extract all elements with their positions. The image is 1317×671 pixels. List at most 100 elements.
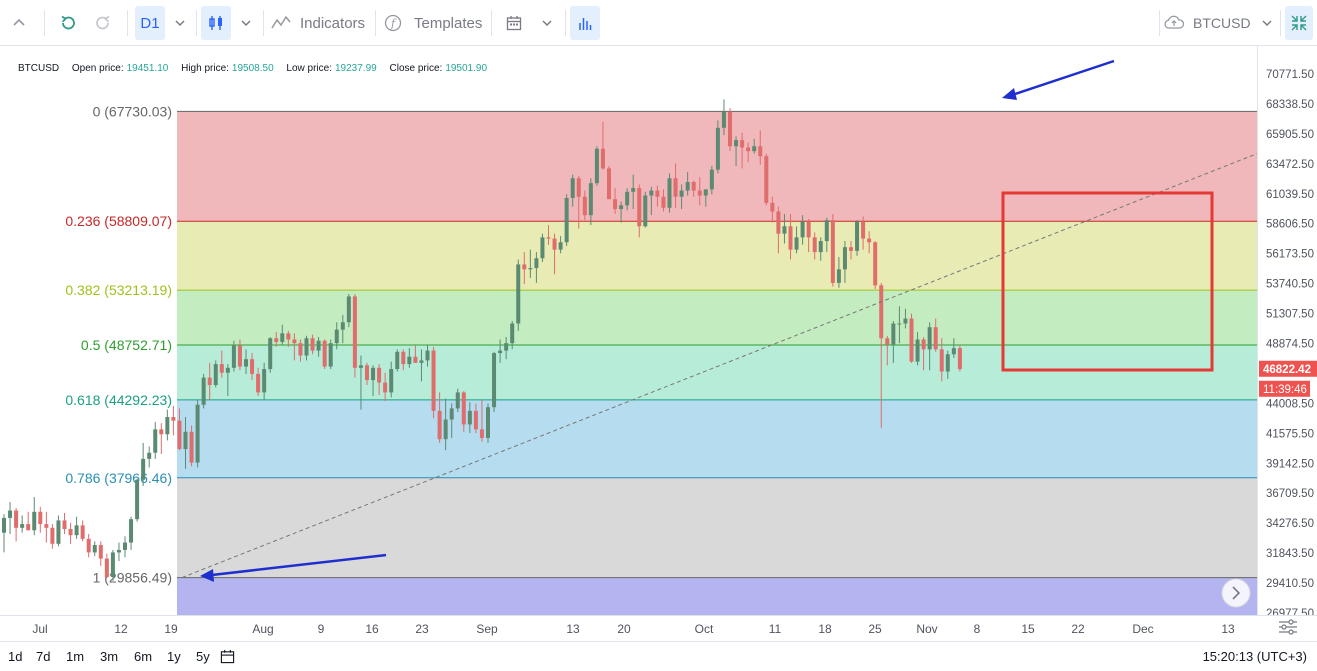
candle-body [86, 538, 91, 553]
range-7d-button[interactable]: 7d [36, 649, 51, 664]
candle [649, 186, 654, 216]
candle [449, 403, 454, 438]
candle-body [104, 558, 109, 578]
price-chart[interactable]: 0 (67730.03) 0.236 (58809.07) 0.382 (53213… [0, 46, 1257, 615]
candle-body [788, 226, 793, 250]
candle-body [213, 364, 218, 386]
range-1y-button[interactable]: 1y [167, 649, 181, 664]
chevron-right-icon [1232, 586, 1241, 600]
range-5y-button[interactable]: 5y [196, 649, 210, 664]
volume-bars-icon[interactable] [570, 6, 600, 40]
candle-body [262, 369, 267, 393]
candle-body [746, 147, 751, 152]
candle-body [225, 367, 230, 373]
interval-chevron-down-icon[interactable] [170, 6, 190, 40]
candle-body [655, 190, 660, 197]
time-axis[interactable]: Jul 12 19 Aug 9 16 23 Sep 13 20 Oct 11 18 25 Nov 8 15 22 D… [0, 615, 1317, 641]
candle-body [492, 353, 497, 408]
symbol-label: BTCUSD [1193, 15, 1251, 31]
candle [110, 549, 115, 581]
candle [401, 349, 406, 371]
candle [322, 339, 327, 370]
candle-body [903, 318, 908, 324]
fullscreen-collapse-icon[interactable] [1285, 6, 1313, 40]
toolbar-divider [375, 10, 376, 36]
fib-level-label: 1 (29856.49) [93, 570, 172, 586]
price-tick-label: 53740.50 [1266, 279, 1314, 291]
candle-body [68, 529, 73, 536]
indicators-icon [271, 15, 291, 29]
candle-body [576, 178, 581, 197]
indicators-button[interactable]: Indicators [270, 6, 370, 40]
candle-body [758, 146, 763, 157]
templates-button[interactable]: f Templates [384, 6, 484, 40]
candle [582, 190, 587, 221]
legend-open-label: Open price: [71, 63, 124, 74]
price-axis[interactable]: 70771.50 68338.50 65905.50 63472.50 61039.50… [1257, 46, 1317, 620]
candle [715, 120, 720, 174]
toolbar-divider [44, 10, 45, 36]
toolbar-divider [565, 10, 566, 36]
candle-body [600, 148, 605, 169]
toolbar-divider [491, 10, 492, 36]
candle-body [679, 190, 684, 197]
candle [2, 514, 6, 553]
candle-body [38, 511, 43, 525]
candle-body [728, 111, 732, 147]
candle [504, 337, 509, 360]
candle-body [14, 510, 19, 528]
symbol-chevron-down-icon [1262, 20, 1272, 27]
candle-body [849, 247, 853, 251]
candle [479, 399, 484, 442]
candle [358, 355, 363, 410]
candle [316, 337, 321, 357]
time-tick-label: 20 [617, 622, 631, 636]
candle [643, 191, 648, 228]
candle-body [921, 339, 926, 350]
chart-pane[interactable]: 0 (67730.03) 0.236 (58809.07) 0.382 (53213… [0, 46, 1257, 615]
candles-chart-type-icon[interactable] [201, 6, 231, 40]
candle [746, 142, 751, 163]
candle [492, 351, 497, 413]
candle [153, 421, 158, 459]
candle-body [44, 524, 49, 528]
candle [921, 337, 926, 371]
candle [879, 282, 884, 429]
range-6m-button[interactable]: 6m [134, 649, 153, 664]
candle-body [855, 221, 860, 251]
redo-icon[interactable] [89, 6, 117, 40]
candle-body [625, 191, 630, 206]
undo-icon[interactable] [54, 6, 82, 40]
candle [709, 165, 714, 195]
range-3m-button[interactable]: 3m [100, 649, 119, 664]
candle [334, 322, 339, 350]
candle-body [377, 367, 382, 383]
candle [794, 226, 799, 254]
candle [395, 349, 400, 372]
date-range-calendar-icon[interactable] [220, 649, 235, 669]
candle [764, 153, 769, 206]
symbol-selector[interactable]: BTCUSD [1163, 6, 1275, 40]
candle [213, 360, 218, 388]
candle-body [316, 340, 321, 351]
candle-body [734, 140, 739, 147]
candle [927, 322, 932, 371]
candle-body [280, 333, 285, 342]
candle-body [98, 545, 103, 559]
range-1m-button[interactable]: 1m [66, 649, 85, 664]
candle [135, 478, 140, 522]
candle-body [927, 327, 932, 350]
candle [957, 345, 962, 372]
range-1d-button[interactable]: 1d [8, 649, 23, 664]
candle-body [20, 524, 25, 528]
candle [195, 399, 200, 468]
scroll-right-circle [1221, 578, 1251, 608]
clock-timezone[interactable]: 15:20:13 (UTC+3) [1202, 649, 1307, 664]
calendar-icon[interactable] [500, 6, 528, 40]
interval-button[interactable]: D1 [135, 6, 165, 40]
collapse-chevron-up-icon[interactable] [4, 6, 34, 40]
chart-type-chevron-down-icon[interactable] [236, 6, 256, 40]
candle-body [407, 356, 412, 365]
calendar-chevron-down-icon[interactable] [537, 6, 557, 40]
legend-low-label: Low price: [286, 63, 332, 74]
